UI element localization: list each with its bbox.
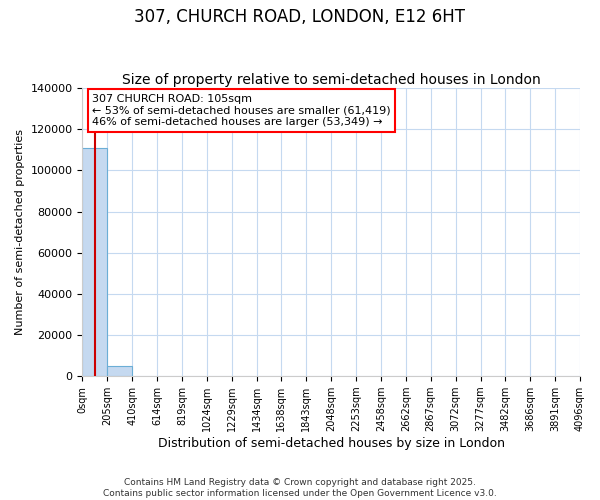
Bar [82,148,107,376]
Text: Contains HM Land Registry data © Crown copyright and database right 2025.
Contai: Contains HM Land Registry data © Crown c… [103,478,497,498]
X-axis label: Distribution of semi-detached houses by size in London: Distribution of semi-detached houses by … [158,437,505,450]
Text: 307, CHURCH ROAD, LONDON, E12 6HT: 307, CHURCH ROAD, LONDON, E12 6HT [134,8,466,26]
Text: 307 CHURCH ROAD: 105sqm
← 53% of semi-detached houses are smaller (61,419)
46% o: 307 CHURCH ROAD: 105sqm ← 53% of semi-de… [92,94,391,127]
Y-axis label: Number of semi-detached properties: Number of semi-detached properties [15,129,25,335]
Bar [107,366,132,376]
Title: Size of property relative to semi-detached houses in London: Size of property relative to semi-detach… [122,73,541,87]
